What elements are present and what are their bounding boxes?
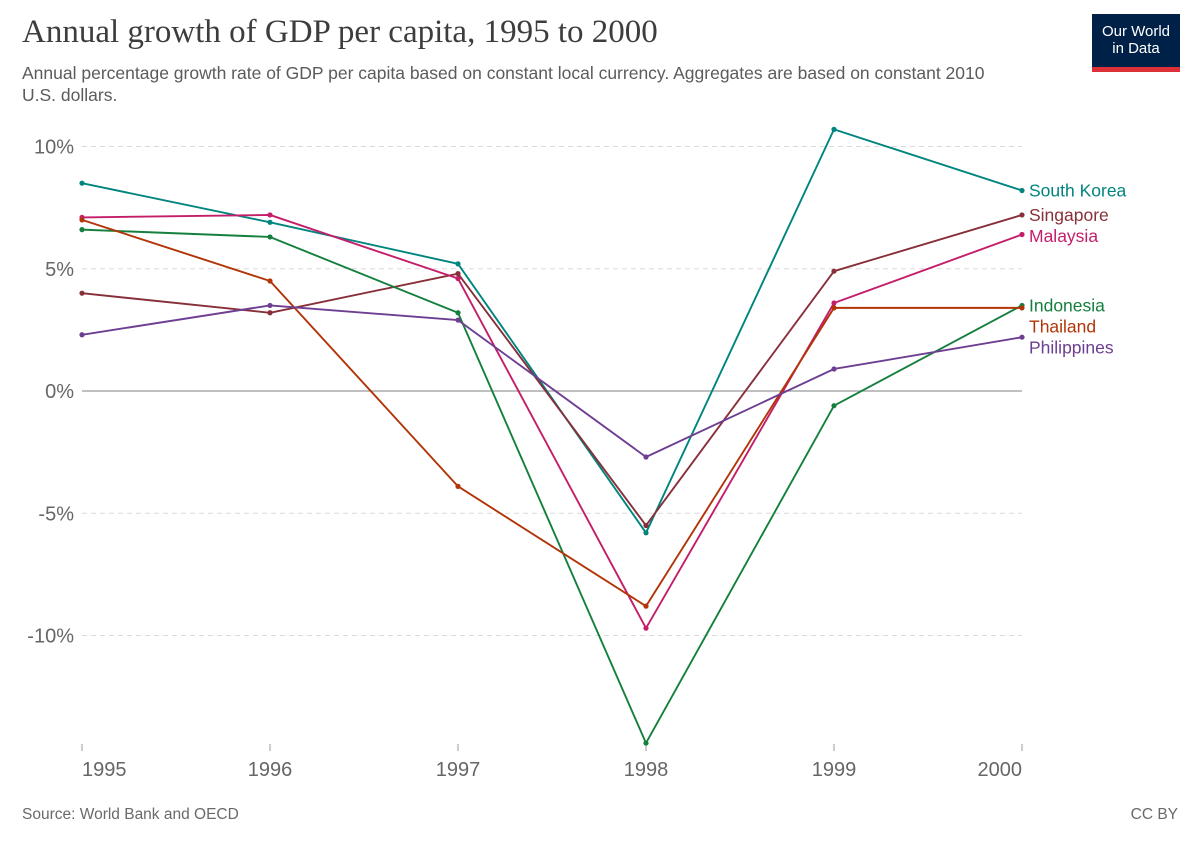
- data-point: [455, 275, 461, 282]
- y-tick-label: -5%: [38, 503, 74, 525]
- series-label: Indonesia: [1029, 295, 1105, 315]
- data-point: [831, 366, 837, 372]
- series-label: Philippines: [1029, 337, 1114, 357]
- data-point: [455, 310, 461, 316]
- data-point: [79, 217, 85, 223]
- data-point: [643, 522, 649, 529]
- x-tick-label: 2000: [978, 759, 1023, 781]
- x-tick-label: 1995: [82, 759, 127, 781]
- series-lines: [79, 126, 1025, 746]
- data-point: [643, 740, 649, 746]
- data-point: [455, 317, 461, 323]
- chart-subtitle: Annual percentage growth rate of GDP per…: [22, 63, 985, 105]
- data-point: [643, 454, 649, 460]
- data-point: [267, 302, 273, 309]
- license-label[interactable]: CC BY: [1130, 806, 1178, 823]
- data-point: [831, 268, 837, 274]
- y-tick-label: 0%: [45, 381, 74, 403]
- data-point: [267, 212, 273, 218]
- x-tick-label: 1996: [248, 759, 293, 781]
- series-line: [81, 214, 1023, 527]
- data-point: [267, 278, 273, 284]
- x-tick-label: 1999: [812, 759, 857, 781]
- y-tick-label: -10%: [27, 626, 74, 648]
- data-point: [79, 290, 85, 296]
- series-line: [81, 128, 1023, 534]
- series-line: [81, 304, 1023, 458]
- logo-line-1: Our World: [1101, 23, 1171, 40]
- data-point: [79, 332, 85, 338]
- source-note[interactable]: Source: World Bank and OECD: [22, 806, 239, 823]
- data-point: [1019, 187, 1025, 194]
- data-point: [267, 219, 273, 225]
- data-point: [1019, 212, 1025, 218]
- x-axis: 1995 1996 1997 1998 1999 2000: [81, 744, 1023, 781]
- data-point: [455, 483, 461, 489]
- data-point: [831, 305, 837, 311]
- y-axis-tick-labels: 10% 5% 0% -5% -10%: [27, 137, 74, 648]
- series-label: Thailand: [1029, 316, 1096, 336]
- series-line: [81, 214, 1023, 630]
- x-tick-label: 1997: [436, 759, 481, 781]
- data-point: [79, 227, 85, 233]
- data-point: [831, 126, 837, 132]
- series-line: [81, 228, 1023, 745]
- grid-lines: [82, 146, 1022, 636]
- data-point: [1019, 334, 1025, 340]
- data-point: [267, 310, 273, 316]
- series-label: Singapore: [1029, 205, 1109, 225]
- y-tick-label: 10%: [34, 137, 74, 159]
- owid-logo[interactable]: Our World in Data: [1092, 14, 1180, 72]
- data-point: [455, 271, 461, 277]
- data-point: [267, 234, 273, 240]
- x-tick-label: 1998: [624, 759, 669, 781]
- data-point: [643, 603, 649, 609]
- data-point: [1019, 231, 1025, 238]
- data-point: [455, 261, 461, 267]
- data-point: [831, 403, 837, 409]
- chart-title: Annual growth of GDP per capita, 1995 to…: [22, 14, 658, 50]
- data-point: [831, 300, 837, 306]
- series-label: Malaysia: [1029, 226, 1098, 246]
- y-tick-label: 5%: [45, 259, 74, 281]
- data-point: [79, 180, 85, 186]
- series-line: [81, 218, 1022, 608]
- series-label: South Korea: [1029, 181, 1127, 201]
- data-point: [643, 530, 649, 536]
- data-point: [1019, 305, 1025, 311]
- data-point: [643, 625, 649, 631]
- logo-line-2: in Data: [1112, 40, 1160, 57]
